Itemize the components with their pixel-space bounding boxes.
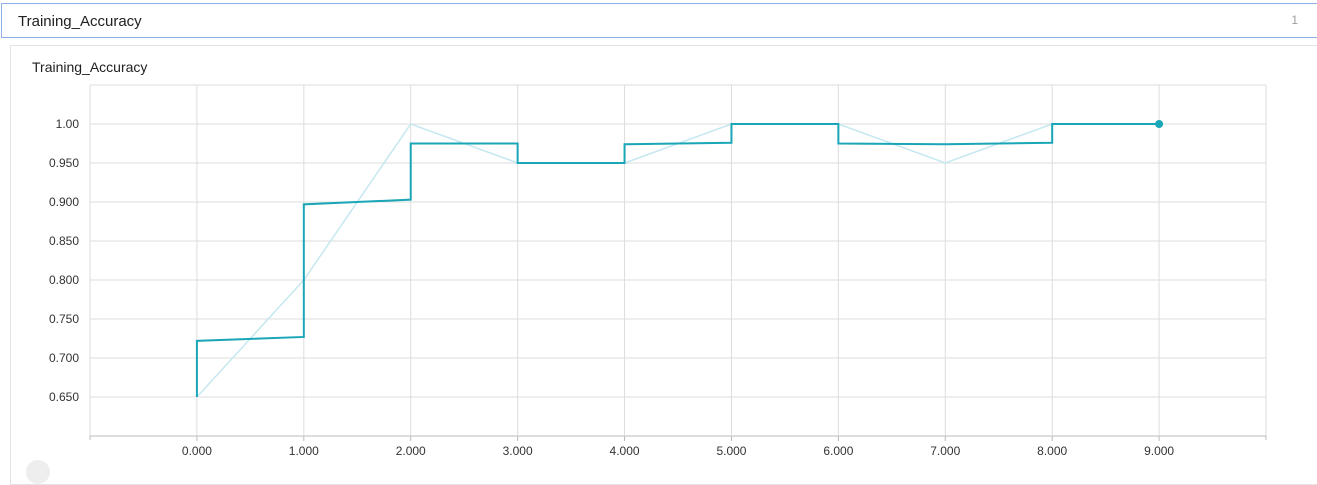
x-tick-label: 4.000: [610, 444, 640, 458]
y-tick-label: 0.850: [49, 234, 79, 248]
x-tick-label: 6.000: [823, 444, 853, 458]
y-tick-label: 0.900: [49, 195, 79, 209]
y-tick-label: 1.00: [56, 117, 80, 131]
raw-series-line: [196, 123, 1160, 398]
x-tick-label: 5.000: [716, 444, 746, 458]
x-tick-label: 8.000: [1037, 444, 1067, 458]
chart-count: 1: [1291, 13, 1298, 27]
x-tick-label: 7.000: [930, 444, 960, 458]
smoothed-series-line: [195, 123, 1160, 397]
series-endpoint-dot: [1155, 120, 1164, 128]
y-tick-label: 0.650: [49, 390, 79, 404]
x-tick-label: 9.000: [1144, 444, 1174, 458]
y-tick-label: 0.950: [49, 156, 79, 170]
x-tick-label: 1.000: [289, 444, 319, 458]
x-tick-label: 0.000: [182, 444, 212, 458]
y-tick-label: 0.700: [49, 351, 79, 365]
header-bar[interactable]: Training_Accuracy 1: [1, 3, 1317, 38]
x-tick-label: 3.000: [503, 444, 533, 458]
x-tick-label: 2.000: [396, 444, 426, 458]
accuracy-chart[interactable]: 0.000 1.000 2.000 3.000 4.000 5.000 6.000 7.000…: [0, 0, 1317, 465]
chart-title: Training_Accuracy: [32, 59, 148, 75]
expand-button[interactable]: [26, 460, 50, 484]
y-tick-label: 0.800: [49, 273, 79, 287]
header-title: Training_Accuracy: [18, 13, 142, 30]
chart-card: [10, 45, 1317, 485]
y-tick-label: 0.750: [49, 312, 79, 326]
